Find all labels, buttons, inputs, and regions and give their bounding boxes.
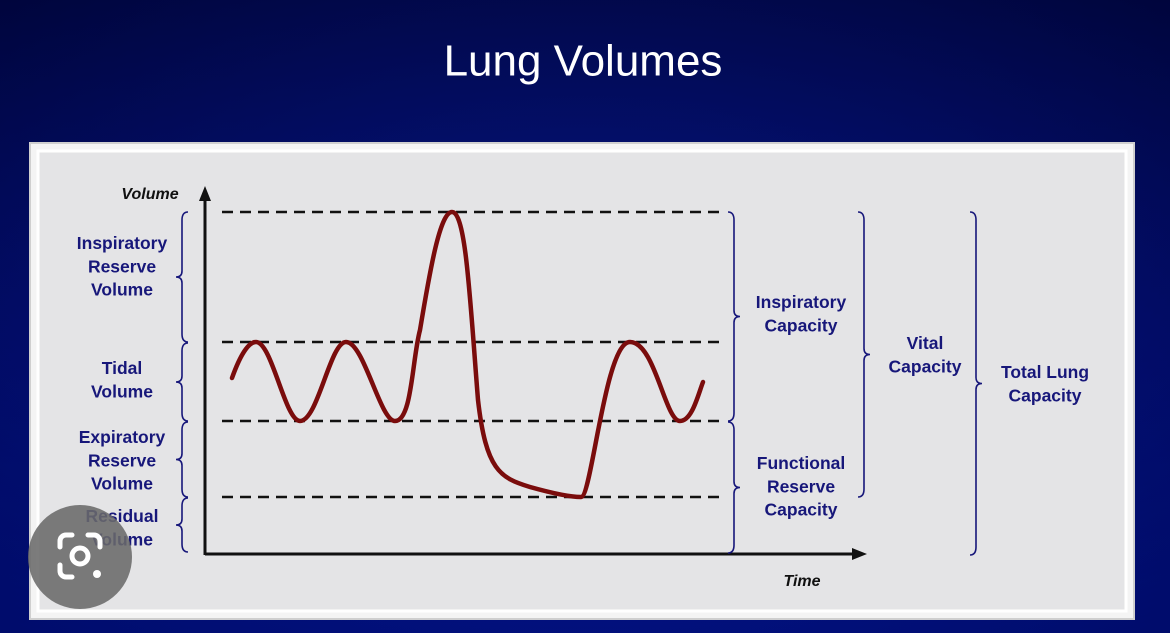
y-axis-label: Volume [121,186,178,203]
slide-title: Lung Volumes [444,37,723,86]
lens-icon [57,532,103,580]
label-line: Tidal [102,358,143,378]
label-line: Inspiratory [756,292,847,312]
brace [175,497,189,553]
label-line: Expiratory [79,427,166,447]
brace [175,211,189,343]
label-line: Capacity [765,315,838,335]
label: Expiratory Reserve Volume [79,427,166,494]
label-line: Vital [907,333,944,353]
axes [199,186,867,560]
brace [857,211,871,498]
label-line: Reserve [767,476,835,496]
lens-circle [28,505,132,609]
label: Total Lung Capacity [1001,362,1089,405]
level-lines [222,210,722,499]
braces [175,211,983,556]
label: Tidal Volume [91,358,153,401]
label-line: Reserve [88,450,156,470]
brace [175,342,189,422]
lens-overlay [28,505,132,609]
brace [727,211,741,422]
brace [175,421,189,498]
label-line: Volume [91,473,153,493]
label-line: Total Lung [1001,362,1089,382]
brace [969,211,983,556]
label-line: Inspiratory [77,233,168,253]
label-line: Volume [91,381,153,401]
lens-icon-dot [93,570,101,578]
label: Inspiratory Capacity [756,292,847,335]
y-arrow [199,186,211,201]
x-arrow [852,548,867,560]
volume-curve [229,209,706,500]
label-line: Functional [757,453,845,473]
label-line: Capacity [1009,385,1082,405]
lens-icon-eye [69,545,91,567]
label: Functional Reserve Capacity [757,453,845,520]
panel [36,149,1128,613]
label-line: Reserve [88,256,156,276]
label: Inspiratory Reserve Volume [77,233,168,300]
label: Vital Capacity [889,333,962,376]
label-line: Volume [91,279,153,299]
brace [727,421,741,554]
x-axis-label: Time [783,573,820,590]
label-line: Capacity [889,356,962,376]
label-line: Capacity [765,499,838,519]
